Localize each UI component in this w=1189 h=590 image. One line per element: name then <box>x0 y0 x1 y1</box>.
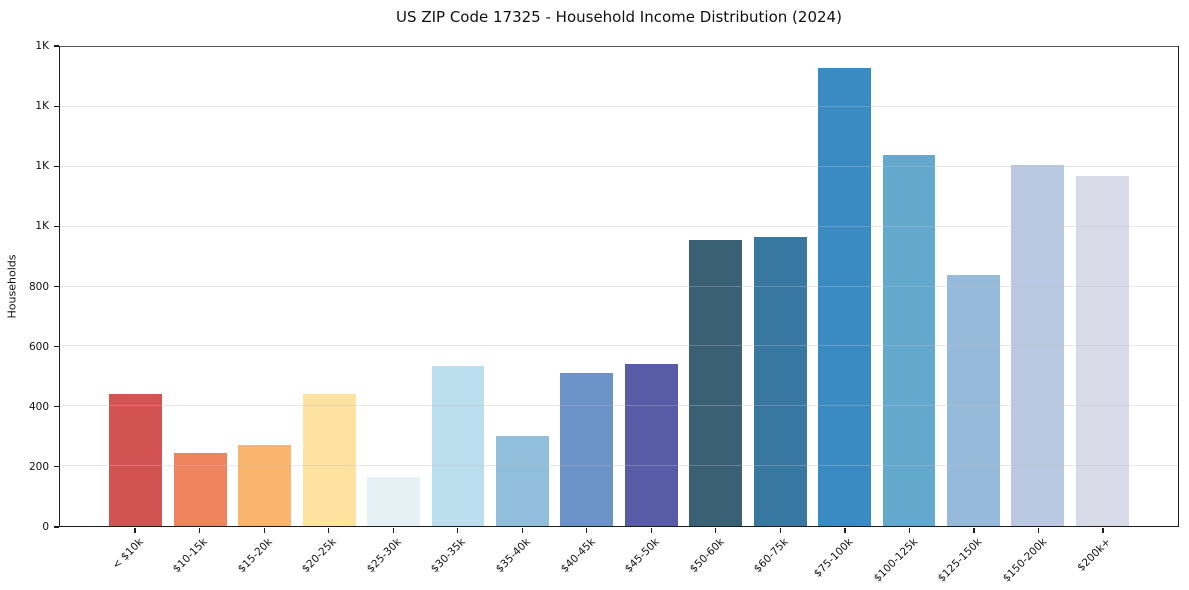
bar <box>367 476 421 526</box>
x-tick-mark <box>779 528 781 533</box>
bar <box>946 274 1000 526</box>
y-tick-mark <box>54 346 59 348</box>
x-tick-mark <box>198 528 201 533</box>
y-tick-mark <box>54 285 59 288</box>
x-tick-mark <box>586 528 588 533</box>
x-tick-mark <box>263 528 265 533</box>
gridline <box>60 345 1178 347</box>
chart-title: US ZIP Code 17325 - Household Income Dis… <box>396 8 842 26</box>
y-axis: 0 200 400 600 800 1K 1K 1K 1K <box>0 40 59 533</box>
x-tick-mark <box>328 528 330 533</box>
gridline <box>60 165 1178 167</box>
bar <box>238 445 292 526</box>
x-tick-mark <box>134 528 136 533</box>
bar <box>624 364 678 526</box>
bar <box>1011 165 1065 526</box>
gridline <box>60 46 1178 47</box>
x-tick-mark <box>908 528 911 533</box>
bar <box>753 237 807 526</box>
x-tick-mark <box>650 528 652 533</box>
bar <box>109 394 163 526</box>
gridline <box>60 285 1178 287</box>
y-tick-mark <box>54 526 59 528</box>
bar <box>431 365 485 526</box>
y-tick-mark <box>54 45 59 47</box>
bar <box>1075 175 1129 526</box>
bar <box>882 154 936 526</box>
y-tick-mark <box>54 105 59 107</box>
x-tick-mark <box>457 528 459 533</box>
bar <box>818 67 871 526</box>
y-tick-mark <box>54 165 59 167</box>
gridline <box>60 465 1178 467</box>
plot-area <box>59 46 1179 527</box>
gridline <box>60 225 1178 227</box>
x-tick-mark <box>844 528 846 533</box>
x-tick-mark <box>715 528 717 533</box>
y-tick-mark <box>54 225 59 227</box>
bar <box>689 240 743 526</box>
bar <box>302 394 356 526</box>
bar <box>495 436 549 526</box>
x-tick-mark <box>1037 528 1040 533</box>
bar <box>173 452 227 526</box>
x-axis: < $10k $10-15k $15-20k $20-25k $25-30k $30-35… <box>59 527 1179 590</box>
gridline <box>60 405 1178 407</box>
x-tick-mark <box>1102 528 1104 533</box>
bar <box>560 373 614 526</box>
y-tick-mark <box>54 466 59 468</box>
y-tick-mark <box>54 406 59 408</box>
x-tick-mark <box>392 528 394 533</box>
x-tick-mark <box>521 528 523 533</box>
gridline <box>60 105 1178 107</box>
x-tick-mark <box>973 528 975 533</box>
